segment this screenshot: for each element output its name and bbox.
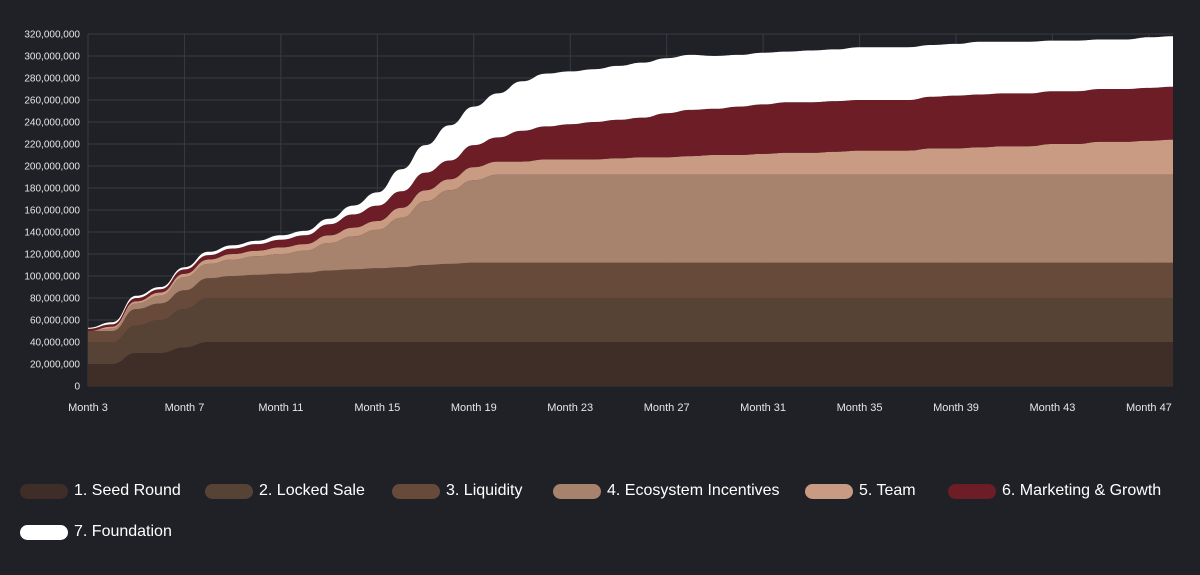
x-tick-label: Month 35 xyxy=(837,402,883,414)
stacked-area-chart: 0 20,000,000 40,000,000 60,000,000 80,000,00… xyxy=(24,30,1173,414)
legend-item-1[interactable]: 1. Seed Round xyxy=(20,480,181,502)
legend-item-2[interactable]: 2. Locked Sale xyxy=(205,480,365,502)
legend-swatch xyxy=(205,483,253,499)
legend-item-5[interactable]: 5. Team xyxy=(805,480,916,502)
y-tick-label: 120,000,000 xyxy=(24,250,80,261)
legend-item-6[interactable]: 6. Marketing & Growth xyxy=(948,480,1161,502)
x-tick-label: Month 27 xyxy=(644,402,690,414)
x-tick-label: Month 23 xyxy=(547,402,593,414)
x-tick-label: Month 7 xyxy=(165,402,205,414)
area-series-4 xyxy=(88,174,1173,331)
y-tick-label: 260,000,000 xyxy=(24,96,80,107)
legend-swatch xyxy=(553,483,601,499)
legend-swatch xyxy=(20,524,68,540)
x-tick-label: Month 15 xyxy=(354,402,400,414)
legend-label: 3. Liquidity xyxy=(446,482,523,499)
legend-item-4[interactable]: 4. Ecosystem Incentives xyxy=(553,480,780,502)
legend-swatch xyxy=(805,483,853,499)
legend-item-7[interactable]: 7. Foundation xyxy=(20,521,172,543)
legend-label: 6. Marketing & Growth xyxy=(1002,482,1162,499)
y-tick-label: 280,000,000 xyxy=(24,74,80,85)
y-tick-label: 220,000,000 xyxy=(24,140,80,151)
legend-label: 1. Seed Round xyxy=(74,482,181,499)
legend-label: 7. Foundation xyxy=(74,523,172,540)
y-tick-label: 80,000,000 xyxy=(30,294,80,305)
y-tick-label: 240,000,000 xyxy=(24,118,80,129)
x-tick-label: Month 47 xyxy=(1126,402,1172,414)
x-tick-label: Month 19 xyxy=(451,402,497,414)
legend-swatch xyxy=(392,483,440,499)
legend-label: 2. Locked Sale xyxy=(259,482,365,499)
x-tick-label: Month 31 xyxy=(740,402,786,414)
area-series-group xyxy=(88,36,1173,386)
x-tick-label: Month 39 xyxy=(933,402,979,414)
y-axis: 0 20,000,000 40,000,000 60,000,000 80,000,00… xyxy=(24,30,80,393)
x-tick-label: Month 3 xyxy=(68,402,108,414)
y-tick-label: 100,000,000 xyxy=(24,272,80,283)
x-tick-label: Month 43 xyxy=(1030,402,1076,414)
legend-item-3[interactable]: 3. Liquidity xyxy=(392,480,523,502)
y-tick-label: 60,000,000 xyxy=(30,316,80,327)
chart-legend: 1. Seed Round 2. Locked Sale 3. Liquidity 4… xyxy=(0,470,1200,570)
y-tick-label: 320,000,000 xyxy=(24,30,80,41)
legend-swatch xyxy=(20,483,68,499)
x-axis: Month 3 Month 7 Month 11 Month 15 Month 19 Mo… xyxy=(68,402,1172,414)
y-tick-label: 140,000,000 xyxy=(24,228,80,239)
y-tick-label: 20,000,000 xyxy=(30,360,80,371)
area-series-1 xyxy=(88,342,1173,386)
legend-label: 5. Team xyxy=(859,482,916,499)
y-tick-label: 160,000,000 xyxy=(24,206,80,217)
y-tick-label: 180,000,000 xyxy=(24,184,80,195)
legend-label: 4. Ecosystem Incentives xyxy=(607,482,780,499)
legend-swatch xyxy=(948,483,996,499)
area-series-5 xyxy=(88,139,1173,331)
y-tick-label: 200,000,000 xyxy=(24,162,80,173)
area-series-6 xyxy=(88,86,1173,331)
y-tick-label: 40,000,000 xyxy=(30,338,80,349)
x-tick-label: Month 11 xyxy=(258,402,303,414)
area-series-7 xyxy=(88,36,1173,329)
y-tick-label: 300,000,000 xyxy=(24,52,80,63)
y-tick-label: 0 xyxy=(74,382,80,393)
area-series-3 xyxy=(88,262,1173,342)
area-series-2 xyxy=(88,298,1173,364)
